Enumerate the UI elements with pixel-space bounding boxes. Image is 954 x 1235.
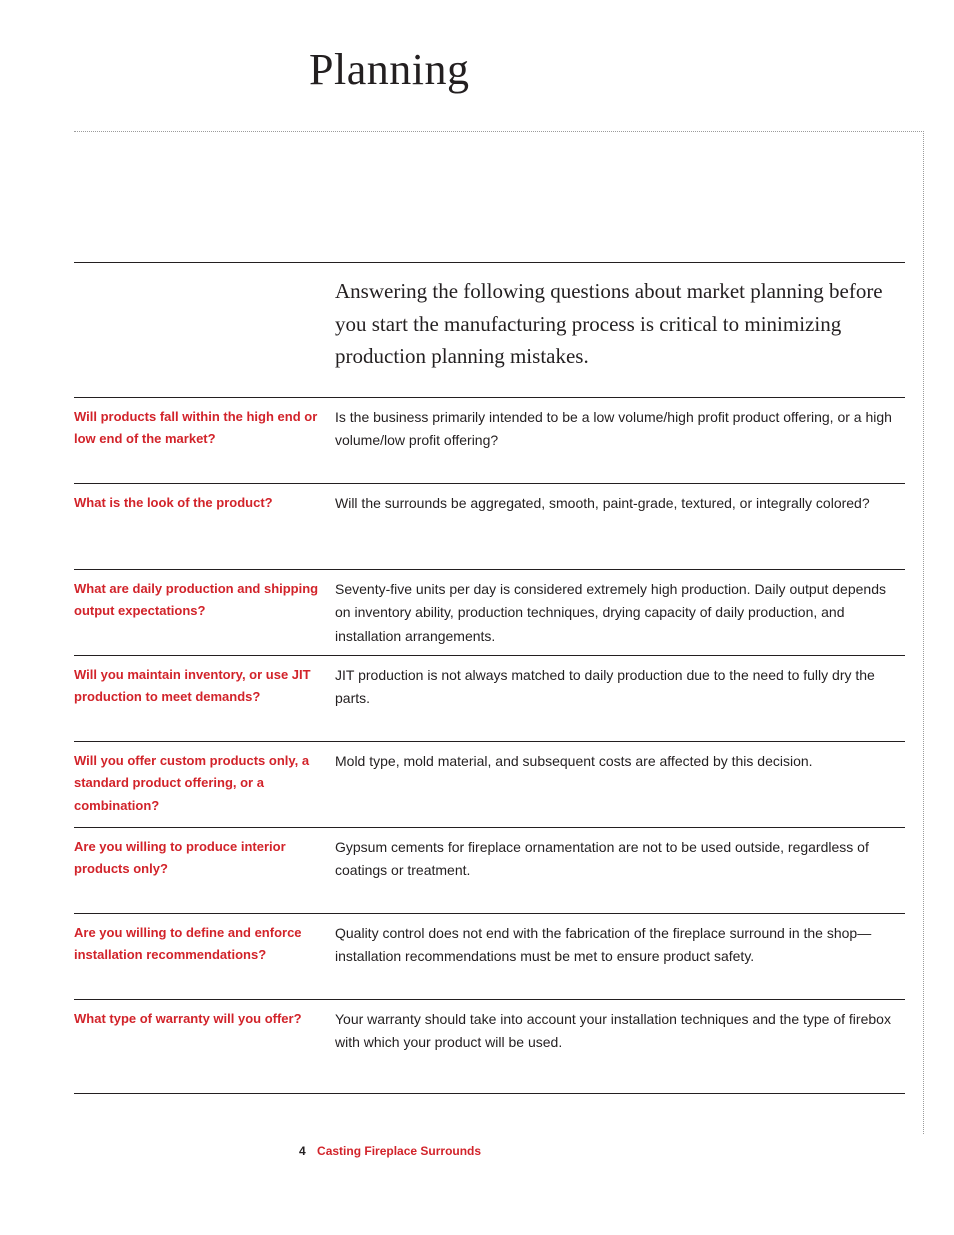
page-title: Planning — [309, 44, 924, 95]
answer-text: Gypsum cements for fireplace ornamentati… — [335, 836, 905, 913]
qa-row: Will you offer custom products only, a s… — [74, 741, 905, 827]
answer-text: Quality control does not end with the fa… — [335, 922, 905, 999]
qa-row: Are you willing to define and enforce in… — [74, 913, 905, 999]
answer-text: Mold type, mold material, and subsequent… — [335, 750, 905, 827]
answer-text: Your warranty should take into account y… — [335, 1008, 905, 1085]
qa-rows: Will products fall within the high end o… — [74, 397, 905, 1085]
qa-row: Will products fall within the high end o… — [74, 397, 905, 483]
question-text: Will products fall within the high end o… — [74, 406, 335, 483]
intro-section: Answering the following questions about … — [74, 262, 905, 373]
qa-row: Will you maintain inventory, or use JIT … — [74, 655, 905, 741]
question-text: What type of warranty will you offer? — [74, 1008, 335, 1085]
page: Planning Answering the following questio… — [0, 0, 954, 1198]
question-text: Will you offer custom products only, a s… — [74, 750, 335, 827]
footer-rule — [74, 1093, 905, 1094]
qa-row: What type of warranty will you offer?You… — [74, 999, 905, 1085]
qa-row: What are daily production and shipping o… — [74, 569, 905, 655]
page-number: 4 — [299, 1144, 306, 1158]
doc-title: Casting Fireplace Surrounds — [317, 1144, 481, 1158]
intro-text: Answering the following questions about … — [335, 275, 905, 373]
answer-text: Seventy-five units per day is considered… — [335, 578, 905, 655]
question-text: What are daily production and shipping o… — [74, 578, 335, 655]
question-text: What is the look of the product? — [74, 492, 335, 569]
content-box: Answering the following questions about … — [74, 131, 924, 1134]
page-footer: 4 Casting Fireplace Surrounds — [299, 1144, 924, 1158]
question-text: Will you maintain inventory, or use JIT … — [74, 664, 335, 741]
answer-text: JIT production is not always matched to … — [335, 664, 905, 741]
answer-text: Will the surrounds be aggregated, smooth… — [335, 492, 905, 569]
answer-text: Is the business primarily intended to be… — [335, 406, 905, 483]
qa-row: What is the look of the product?Will the… — [74, 483, 905, 569]
question-text: Are you willing to produce interior prod… — [74, 836, 335, 913]
question-text: Are you willing to define and enforce in… — [74, 922, 335, 999]
qa-row: Are you willing to produce interior prod… — [74, 827, 905, 913]
